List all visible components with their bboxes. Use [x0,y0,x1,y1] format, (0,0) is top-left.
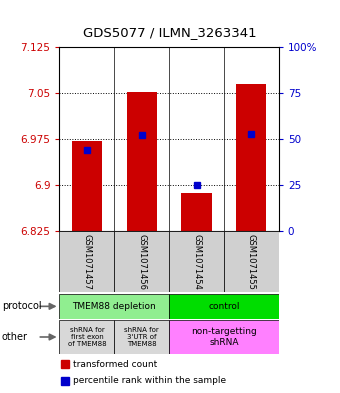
Text: protocol: protocol [2,301,41,311]
Bar [114,320,169,354]
Text: shRNA for
first exon
of TMEM88: shRNA for first exon of TMEM88 [68,327,106,347]
Bar [169,294,279,319]
Text: control: control [208,302,240,311]
Text: GDS5077 / ILMN_3263341: GDS5077 / ILMN_3263341 [83,26,257,40]
Text: percentile rank within the sample: percentile rank within the sample [73,376,226,385]
Bar [224,231,279,292]
Bar [59,320,114,354]
Bar [127,92,157,231]
Bar [72,141,102,231]
Text: other: other [2,332,28,342]
Bar [59,231,114,292]
Text: shRNA for
3'UTR of
TMEM88: shRNA for 3'UTR of TMEM88 [124,327,159,347]
Bar [182,193,211,231]
Text: TMEM88 depletion: TMEM88 depletion [72,302,156,311]
Text: GSM1071456: GSM1071456 [137,234,146,290]
Text: GSM1071457: GSM1071457 [82,234,91,290]
Text: non-targetting
shRNA: non-targetting shRNA [191,327,257,347]
Text: GSM1071455: GSM1071455 [247,234,256,290]
Text: GSM1071454: GSM1071454 [192,234,201,290]
Bar [114,231,169,292]
Bar [169,231,224,292]
Text: transformed count: transformed count [73,360,157,369]
Bar [236,84,267,231]
Bar [169,320,279,354]
Bar [59,294,169,319]
